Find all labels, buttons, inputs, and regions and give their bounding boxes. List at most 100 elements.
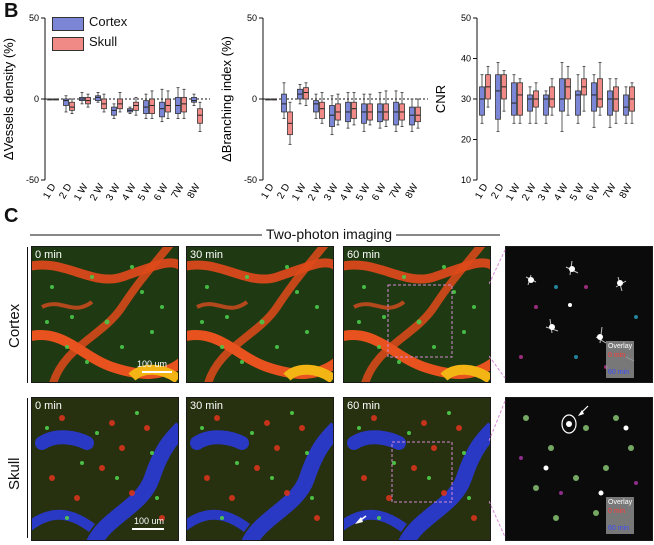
panel-c-letter: C: [4, 205, 19, 227]
y-tick-label: 50: [247, 13, 257, 23]
zoom-connector-cortex: [489, 249, 506, 379]
box-cortex: [527, 94, 533, 112]
cortex-time-60: 60 min: [347, 249, 381, 261]
box-cortex: [479, 86, 485, 116]
box-skull: [565, 78, 571, 100]
panel-b-letter: B: [4, 0, 19, 22]
x-tick-label: 1 D: [259, 182, 276, 201]
overlay-0min-skull: 0 min: [608, 508, 626, 515]
x-tick-label: 1 W: [72, 182, 91, 203]
box-skull: [351, 101, 357, 119]
overlay-title-cortex: Overlay: [608, 343, 633, 350]
box-skull: [149, 98, 155, 114]
y-tick-label: 30: [461, 94, 471, 104]
x-tick-label: 2 W: [306, 182, 325, 203]
overlay-60min-cortex: 60 min: [608, 369, 630, 376]
scale-label-skull: 100 um: [134, 516, 165, 526]
row-label-cortex: Cortex: [6, 303, 23, 348]
box-skull: [197, 108, 203, 124]
row-rule-cortex: [27, 247, 28, 383]
box-skull: [517, 82, 523, 116]
x-tick-label: 5 W: [136, 182, 155, 203]
box-skull: [415, 106, 421, 123]
box-cortex: [191, 96, 197, 103]
box-cortex: [377, 103, 383, 123]
box-cortex: [607, 90, 613, 116]
skull-image-60min: 60 min: [343, 397, 491, 541]
y-tick-label: -50: [244, 175, 257, 185]
row-rule-skull: [27, 398, 28, 538]
two-photon-title: Two-photon imaging: [262, 226, 397, 242]
box-cortex: [329, 105, 335, 127]
x-tick-label: 5 W: [354, 182, 373, 203]
legend-swatch-skull: [52, 37, 84, 51]
x-tick-label: 7W: [170, 182, 187, 201]
overlay-legend-skull: Overlay 0 min 60 min: [606, 497, 635, 534]
skull-time-30: 30 min: [190, 400, 224, 412]
overlay-60min-skull: 60 min: [608, 525, 630, 532]
box-cortex: [409, 106, 415, 126]
box-skull: [133, 101, 139, 111]
x-tick-label: 1 W: [290, 182, 309, 203]
legend-swatch-cortex: [52, 17, 84, 31]
box-cortex: [511, 82, 517, 116]
x-tick-label: 4 W: [120, 182, 139, 203]
y-tick-label: 40: [461, 54, 471, 64]
skull-image-30min: 30 min: [186, 397, 334, 541]
skull-time-60: 60 min: [347, 400, 381, 412]
box-cortex: [111, 106, 117, 116]
box-skull: [319, 101, 325, 119]
box-cortex: [575, 90, 581, 116]
cortex-image-0min: 0 min 100 um: [31, 246, 179, 383]
x-tick-label: 8W: [618, 182, 635, 201]
x-tick-label: 6 W: [370, 182, 389, 203]
x-tick-label: 1 D: [41, 182, 58, 201]
x-tick-label: 6 W: [584, 182, 603, 203]
x-tick-label: 4 W: [338, 182, 357, 203]
box-cortex: [559, 78, 565, 112]
overlay-0min-cortex: 0 min: [608, 352, 626, 359]
box-cortex: [393, 101, 399, 126]
box-cortex: [591, 82, 597, 112]
box-cortex: [281, 93, 287, 113]
scale-bar-skull: [132, 528, 164, 530]
box-skull: [69, 101, 75, 111]
x-tick-label: 6 W: [152, 182, 171, 203]
cortex-overlay-zoom: Overlay 0 min 60 min: [505, 246, 653, 383]
x-tick-label: 5 W: [568, 182, 587, 203]
x-tick-label: 8W: [186, 182, 203, 201]
box-cortex: [95, 95, 101, 102]
x-tick-label: 3 W: [536, 182, 555, 203]
x-tick-label: 3 W: [322, 182, 341, 203]
box-cortex: [543, 94, 549, 116]
y-tick-label: 0: [34, 94, 39, 104]
overlay-title-skull: Overlay: [608, 499, 633, 506]
x-tick-label: 1 W: [504, 182, 523, 203]
box-cortex: [361, 103, 367, 124]
y-axis-label: ΔVessels density (%): [1, 38, 16, 160]
y-tick-label: -50: [26, 175, 39, 185]
y-tick-label: 0: [252, 94, 257, 104]
x-tick-label: 1 D: [473, 182, 490, 201]
x-tick-label: 8W: [404, 182, 421, 201]
scale-label-cortex: 100 um: [137, 359, 168, 369]
skull-image-0min: 0 min 100 um: [31, 397, 179, 541]
skull-overlay-zoom: Overlay 0 min 60 min: [505, 397, 653, 541]
y-axis-label: ΔBranching index (%): [219, 36, 234, 162]
box-skull: [303, 87, 309, 100]
row-label-skull: Skull: [6, 457, 23, 490]
box-cortex: [623, 94, 629, 116]
box-cortex: [159, 101, 165, 118]
zoom-connector-skull: [489, 400, 506, 538]
skull-time-0: 0 min: [35, 400, 62, 412]
cortex-time-0: 0 min: [35, 249, 62, 261]
cortex-image-30min: 30 min: [186, 246, 334, 383]
x-tick-label: 7W: [602, 182, 619, 201]
y-tick-label: 50: [29, 13, 39, 23]
x-tick-label: 4 W: [552, 182, 571, 203]
overlay-legend-cortex: Overlay 0 min 60 min: [606, 341, 635, 378]
box-skull: [597, 78, 603, 108]
